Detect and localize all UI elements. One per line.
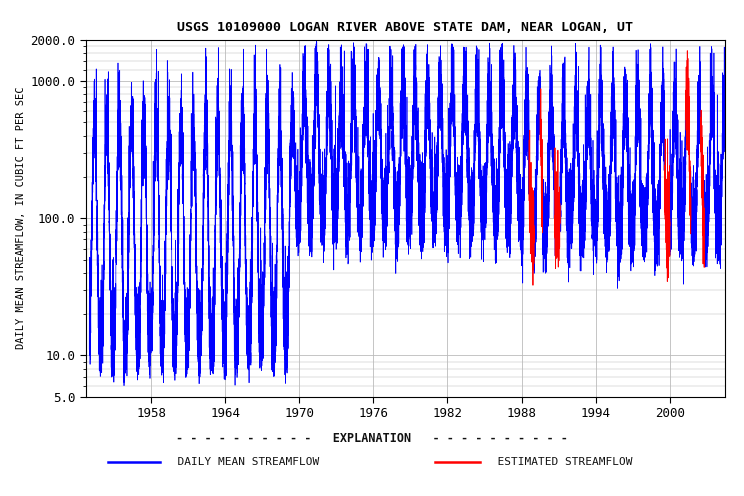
Title: USGS 10109000 LOGAN RIVER ABOVE STATE DAM, NEAR LOGAN, UT: USGS 10109000 LOGAN RIVER ABOVE STATE DA… (178, 21, 633, 34)
Y-axis label: DAILY MEAN STREAMFLOW, IN CUBIC FT PER SEC: DAILY MEAN STREAMFLOW, IN CUBIC FT PER S… (16, 87, 26, 350)
Text: - - - - - - - - - -   EXPLANATION   - - - - - - - - - -: - - - - - - - - - - EXPLANATION - - - - … (176, 433, 568, 445)
Text: DAILY MEAN STREAMFLOW: DAILY MEAN STREAMFLOW (164, 457, 319, 467)
Text: ESTIMATED STREAMFLOW: ESTIMATED STREAMFLOW (484, 457, 632, 467)
